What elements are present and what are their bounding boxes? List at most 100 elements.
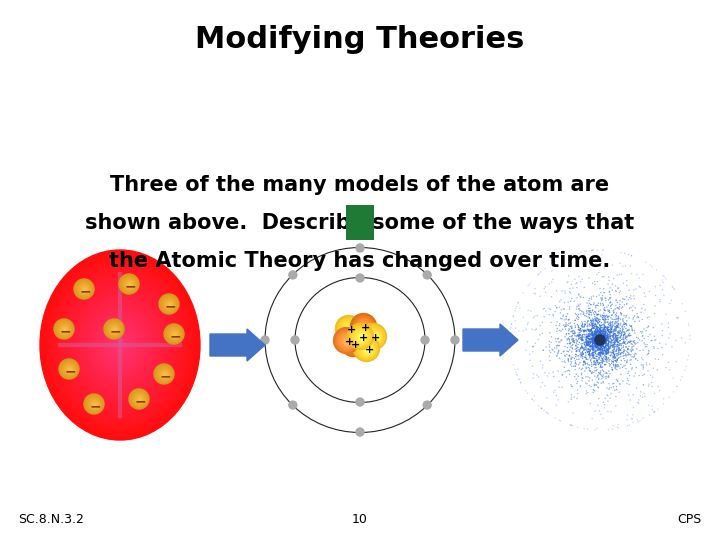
Point bbox=[538, 346, 549, 355]
Point bbox=[595, 342, 607, 351]
Point bbox=[595, 288, 606, 297]
Point bbox=[583, 348, 595, 357]
Point bbox=[597, 347, 608, 355]
Point bbox=[606, 336, 617, 345]
Point bbox=[590, 329, 601, 338]
Point bbox=[599, 336, 611, 345]
Point bbox=[606, 327, 617, 336]
Point bbox=[601, 335, 613, 343]
Point bbox=[563, 272, 575, 280]
Point bbox=[549, 386, 561, 395]
Point bbox=[593, 336, 604, 345]
Point bbox=[557, 370, 568, 379]
Point bbox=[570, 366, 581, 374]
Point bbox=[601, 350, 613, 359]
Circle shape bbox=[364, 346, 372, 353]
Point bbox=[589, 333, 600, 342]
Circle shape bbox=[67, 367, 73, 373]
Point bbox=[589, 324, 600, 333]
Point bbox=[600, 332, 611, 341]
Point bbox=[594, 339, 606, 347]
Point bbox=[592, 333, 603, 341]
Point bbox=[595, 335, 607, 343]
Point bbox=[601, 331, 613, 340]
Point bbox=[607, 366, 618, 375]
Point bbox=[605, 408, 616, 416]
Point bbox=[595, 334, 607, 342]
Point bbox=[590, 338, 602, 347]
Point bbox=[606, 313, 617, 322]
Point bbox=[593, 334, 605, 343]
Point bbox=[598, 334, 610, 342]
Point bbox=[578, 333, 590, 341]
Point bbox=[579, 340, 590, 349]
Point bbox=[594, 335, 606, 343]
Point bbox=[586, 337, 598, 346]
Circle shape bbox=[132, 392, 146, 407]
Point bbox=[584, 320, 595, 329]
Point bbox=[558, 321, 570, 329]
Point bbox=[577, 320, 588, 329]
Point bbox=[619, 249, 631, 258]
Point bbox=[594, 336, 606, 345]
Point bbox=[611, 325, 622, 333]
Point bbox=[598, 357, 610, 366]
Point bbox=[585, 339, 596, 348]
Point bbox=[565, 421, 577, 430]
Point bbox=[591, 317, 603, 326]
Point bbox=[604, 333, 616, 341]
Point bbox=[583, 335, 595, 343]
Point bbox=[613, 323, 625, 332]
Point bbox=[600, 329, 611, 338]
Point bbox=[589, 312, 600, 321]
Point bbox=[608, 341, 620, 349]
Point bbox=[555, 314, 567, 323]
Point bbox=[595, 330, 607, 339]
Point bbox=[584, 340, 595, 348]
Point bbox=[594, 335, 606, 343]
Point bbox=[613, 288, 625, 297]
Point bbox=[670, 357, 682, 366]
Point bbox=[593, 307, 604, 315]
Point bbox=[580, 247, 592, 255]
Ellipse shape bbox=[79, 296, 161, 394]
Point bbox=[595, 338, 607, 346]
Point bbox=[561, 373, 572, 381]
Point bbox=[573, 335, 585, 343]
Point bbox=[615, 350, 626, 359]
Point bbox=[593, 333, 604, 342]
Point bbox=[612, 337, 624, 346]
Point bbox=[575, 326, 586, 334]
Point bbox=[577, 322, 588, 331]
Point bbox=[591, 314, 603, 322]
Point bbox=[591, 335, 603, 343]
Point bbox=[588, 345, 599, 353]
Point bbox=[591, 322, 603, 330]
Point bbox=[592, 378, 603, 387]
Point bbox=[594, 348, 606, 357]
Point bbox=[594, 355, 606, 363]
Point bbox=[590, 342, 602, 351]
Point bbox=[588, 360, 600, 369]
Point bbox=[592, 330, 603, 339]
Point bbox=[595, 362, 606, 370]
Point bbox=[611, 340, 623, 349]
Circle shape bbox=[261, 336, 269, 344]
Point bbox=[566, 343, 577, 352]
Point bbox=[606, 311, 617, 320]
Point bbox=[608, 333, 619, 341]
Point bbox=[583, 329, 595, 338]
Point bbox=[584, 313, 595, 322]
Point bbox=[552, 327, 563, 336]
Text: −: − bbox=[134, 394, 146, 408]
Point bbox=[684, 332, 696, 340]
Circle shape bbox=[348, 323, 374, 349]
Point bbox=[591, 352, 603, 361]
Point bbox=[618, 349, 629, 357]
Point bbox=[588, 331, 600, 340]
Point bbox=[592, 332, 603, 340]
Ellipse shape bbox=[67, 282, 174, 408]
Point bbox=[610, 326, 621, 335]
Point bbox=[590, 325, 602, 333]
Point bbox=[592, 340, 603, 348]
